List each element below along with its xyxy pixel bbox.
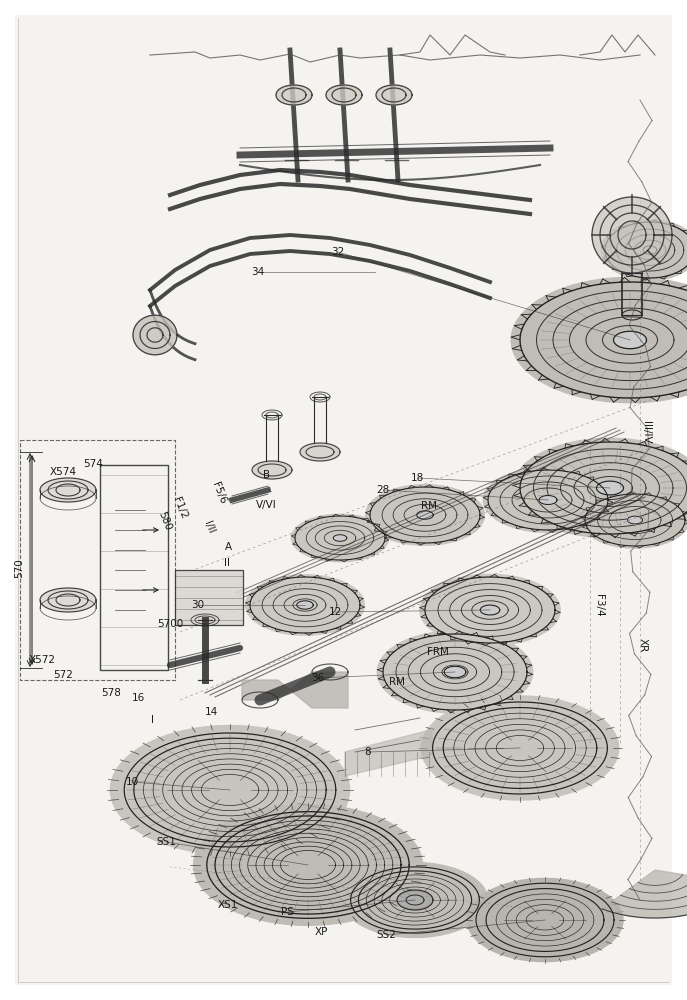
Text: 570: 570 xyxy=(14,558,24,578)
Polygon shape xyxy=(276,85,312,105)
Text: PS: PS xyxy=(281,907,293,917)
Polygon shape xyxy=(242,672,348,708)
Polygon shape xyxy=(333,535,347,541)
Text: F3/4: F3/4 xyxy=(594,594,604,616)
Polygon shape xyxy=(601,220,687,280)
Polygon shape xyxy=(300,443,340,461)
Text: 32: 32 xyxy=(331,247,345,257)
Polygon shape xyxy=(246,575,364,635)
Text: SS1: SS1 xyxy=(157,837,176,847)
Text: F1/2: F1/2 xyxy=(171,496,189,520)
Polygon shape xyxy=(539,496,557,504)
Text: I/II: I/II xyxy=(203,519,216,535)
Text: FRM: FRM xyxy=(427,647,449,657)
Text: 36: 36 xyxy=(311,673,324,683)
Text: F5/6: F5/6 xyxy=(210,481,227,505)
Polygon shape xyxy=(592,197,672,273)
Polygon shape xyxy=(602,870,687,918)
Text: 14: 14 xyxy=(205,707,218,717)
Polygon shape xyxy=(376,85,412,105)
Polygon shape xyxy=(377,631,532,713)
Text: B: B xyxy=(263,470,270,480)
Polygon shape xyxy=(133,315,177,355)
Polygon shape xyxy=(397,890,433,910)
Polygon shape xyxy=(111,726,350,854)
Text: XR: XR xyxy=(638,638,647,652)
Polygon shape xyxy=(417,511,433,519)
Polygon shape xyxy=(40,478,96,502)
Text: A: A xyxy=(225,542,232,552)
Text: 578: 578 xyxy=(102,688,121,698)
Text: X572: X572 xyxy=(29,655,56,665)
Text: SS2: SS2 xyxy=(376,930,396,940)
Text: RM: RM xyxy=(389,677,405,687)
Text: 8: 8 xyxy=(364,747,371,757)
Polygon shape xyxy=(291,514,389,562)
Text: XS1: XS1 xyxy=(218,900,238,910)
Polygon shape xyxy=(345,728,432,776)
Polygon shape xyxy=(483,468,613,532)
Text: 572: 572 xyxy=(54,670,73,680)
Polygon shape xyxy=(511,277,687,403)
Polygon shape xyxy=(40,588,96,612)
Text: 10: 10 xyxy=(125,777,139,787)
Bar xyxy=(175,570,243,625)
Text: X574: X574 xyxy=(49,467,77,477)
Polygon shape xyxy=(613,331,646,349)
Polygon shape xyxy=(467,878,623,962)
Polygon shape xyxy=(326,85,362,105)
Text: 18: 18 xyxy=(411,473,425,483)
Text: 16: 16 xyxy=(132,693,146,703)
Polygon shape xyxy=(513,438,687,538)
Polygon shape xyxy=(421,696,619,800)
Text: I: I xyxy=(151,715,154,725)
Text: 34: 34 xyxy=(251,267,264,277)
Polygon shape xyxy=(420,574,560,646)
Text: 580: 580 xyxy=(157,510,173,532)
Polygon shape xyxy=(342,863,488,937)
Text: 30: 30 xyxy=(191,600,205,610)
Polygon shape xyxy=(297,601,313,609)
Text: V/VI: V/VI xyxy=(256,500,277,510)
Polygon shape xyxy=(581,492,687,548)
Text: 12: 12 xyxy=(328,607,342,617)
Polygon shape xyxy=(252,461,292,479)
Polygon shape xyxy=(444,666,466,678)
Text: II: II xyxy=(224,558,229,568)
Polygon shape xyxy=(627,516,642,524)
Polygon shape xyxy=(194,805,423,925)
Text: III/IV: III/IV xyxy=(641,421,651,443)
Text: 574: 574 xyxy=(83,459,102,469)
Text: XP: XP xyxy=(315,927,328,937)
Text: 5700: 5700 xyxy=(157,619,183,629)
Text: 28: 28 xyxy=(376,485,390,495)
Text: RM: RM xyxy=(421,501,438,511)
Polygon shape xyxy=(365,485,484,545)
Polygon shape xyxy=(480,605,499,615)
Polygon shape xyxy=(596,481,624,495)
Polygon shape xyxy=(643,246,657,254)
